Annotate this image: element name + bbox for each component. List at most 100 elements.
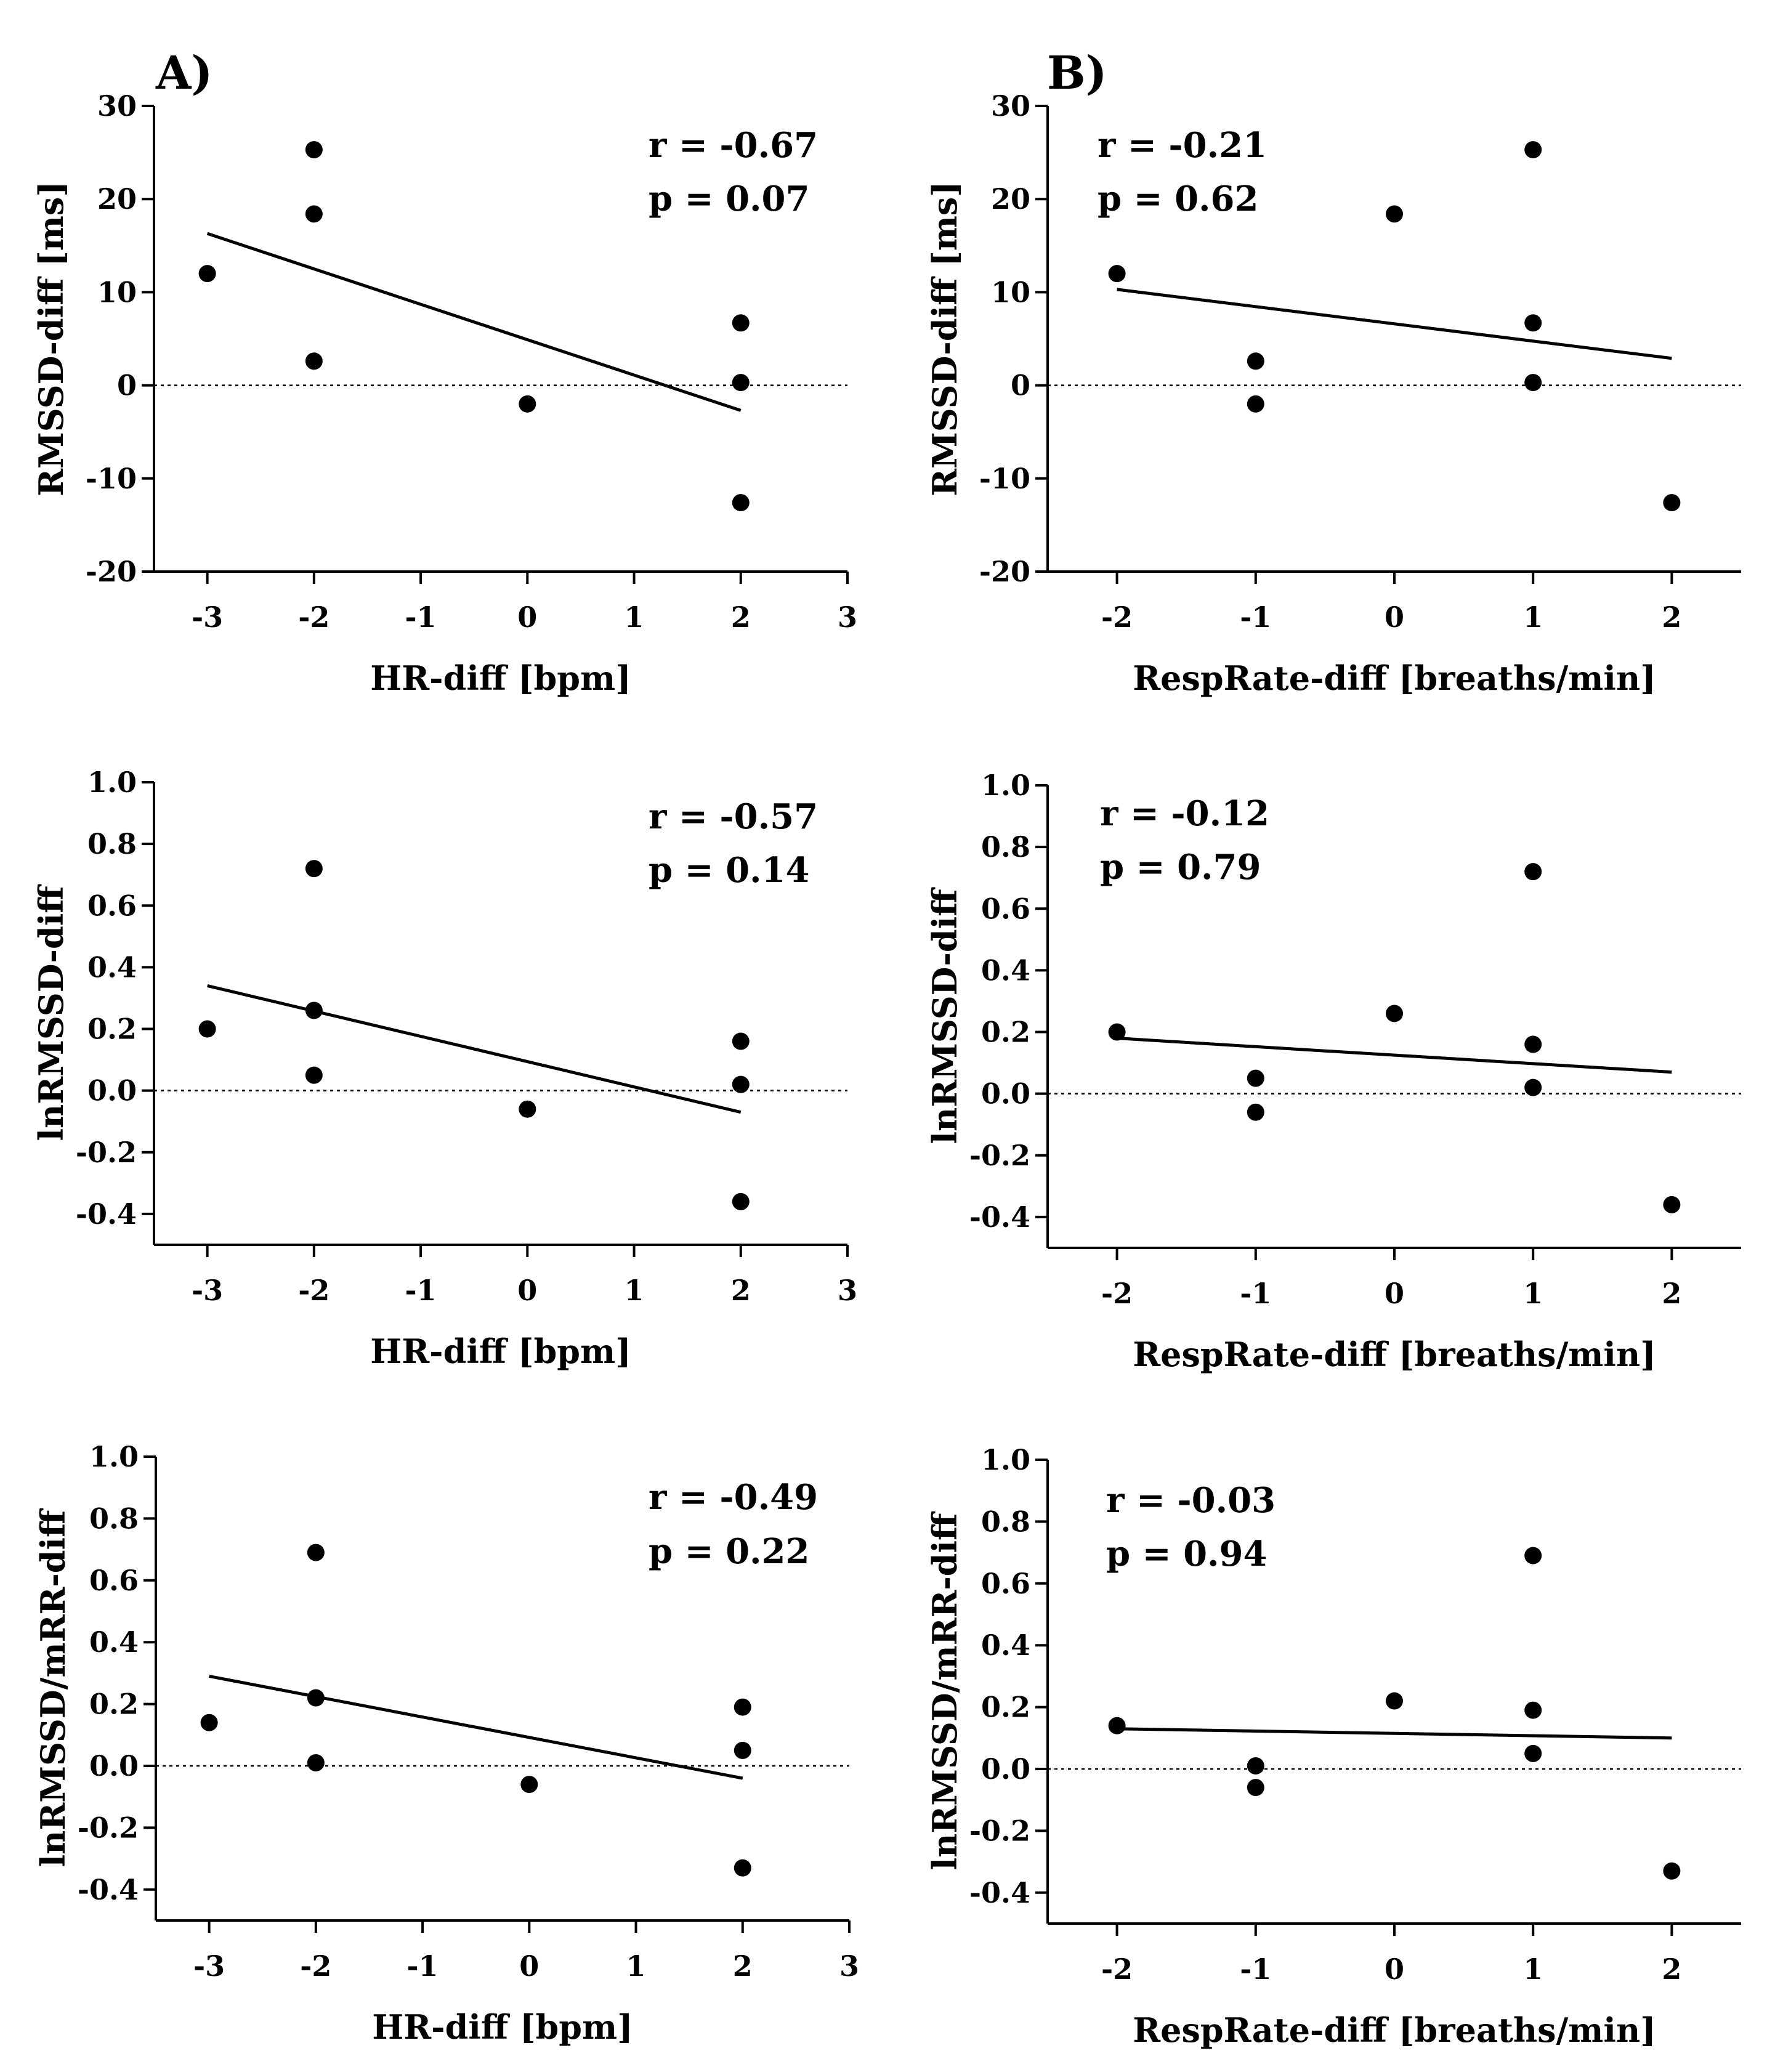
x-tick-label: 3 <box>838 1274 857 1307</box>
x-tick-label: -1 <box>405 601 437 634</box>
x-tick-label: -1 <box>405 1274 437 1307</box>
y-tick-label: 1.0 <box>87 766 137 799</box>
y-tick-label: 0.4 <box>981 1629 1030 1662</box>
x-tick-label: 0 <box>517 601 537 634</box>
y-tick-label: 20 <box>97 182 137 216</box>
data-point <box>1108 265 1126 283</box>
x-axis-title: HR-diff [bpm] <box>370 1332 631 1371</box>
y-tick-label: -0.4 <box>76 1197 137 1231</box>
data-point <box>305 1066 323 1084</box>
x-tick-label: -3 <box>192 1274 223 1307</box>
y-tick-label: 10 <box>97 275 137 309</box>
y-tick-label: -0.4 <box>78 1873 139 1906</box>
y-tick-label: 0.8 <box>981 830 1030 864</box>
y-tick-label: 0.0 <box>981 1077 1030 1111</box>
x-tick-label: 2 <box>731 1274 751 1307</box>
chart-panel-a3: -0.4 -0.2 0.0 0.2 0.4 0.6 0.8 1.0 -3 -2 -1 0 1 2 3 HR-d… <box>33 1440 859 2047</box>
x-axis-title: RespRate-diff [breaths/min] <box>1133 658 1656 698</box>
data-point <box>1524 141 1542 159</box>
correlation-p-label: p = 0.79 <box>1100 847 1261 888</box>
data-point <box>1247 352 1264 370</box>
x-tick-label: -3 <box>193 1949 225 1983</box>
y-tick-label: 0.4 <box>981 953 1030 987</box>
data-point <box>1524 1547 1542 1564</box>
data-point <box>1663 1196 1681 1213</box>
y-tick-label: 0.2 <box>87 1013 137 1046</box>
y-axis-title: lnRMSSD/mRR-diff <box>925 1511 964 1870</box>
chart-panel-a2: -0.4 -0.2 0.0 0.2 0.4 0.6 0.8 1.0 -3 -2 -1 0 1 2 3 HR-d… <box>31 766 857 1371</box>
y-axis-title: RMSSD-diff [ms] <box>925 181 964 496</box>
data-point <box>1247 1103 1264 1121</box>
data-point <box>1524 314 1542 332</box>
y-tick-label: -0.2 <box>969 1814 1030 1847</box>
data-point <box>1247 1757 1264 1775</box>
y-tick-label: 0 <box>117 369 137 402</box>
regression-line <box>207 984 742 1114</box>
x-tick-label: 3 <box>839 1949 859 1983</box>
data-point <box>307 1544 325 1561</box>
data-point <box>1247 395 1264 413</box>
x-tick-label: -1 <box>1240 1953 1271 1986</box>
y-tick-label: -10 <box>86 462 137 495</box>
correlation-r-label: r = -0.21 <box>1098 125 1267 166</box>
y-tick-label: 0.0 <box>87 1074 137 1107</box>
y-tick-label: -10 <box>979 462 1030 495</box>
x-tick-label: 2 <box>733 1949 753 1983</box>
correlation-p-label: p = 0.22 <box>649 1531 809 1572</box>
y-tick-label: 20 <box>991 182 1030 216</box>
data-point <box>307 1754 325 1771</box>
x-tick-label: -2 <box>298 1274 330 1307</box>
data-point <box>1663 1862 1681 1880</box>
chart-panel-b3: -0.4 -0.2 0.0 0.2 0.4 0.6 0.8 1.0 -2 -1 0 1 2RespRat… <box>925 1443 1741 2050</box>
y-tick-label: 0.2 <box>89 1688 139 1721</box>
panel-letter-b: B) <box>1047 47 1107 100</box>
x-tick-label: 0 <box>1385 601 1404 634</box>
y-tick-label: -0.2 <box>76 1136 137 1169</box>
data-point <box>1524 1701 1542 1719</box>
y-axis-title: lnRMSSD-diff <box>31 884 71 1141</box>
x-tick-label: 1 <box>625 601 644 634</box>
correlation-r-label: r = -0.49 <box>649 1477 818 1518</box>
x-tick-label: -1 <box>1240 601 1271 634</box>
y-tick-label: 30 <box>991 89 1030 123</box>
x-tick-label: 2 <box>1662 1953 1681 1986</box>
y-tick-label: 0.6 <box>89 1564 139 1597</box>
data-point <box>1108 1023 1126 1041</box>
data-point <box>200 1714 218 1731</box>
y-axis-title: lnRMSSD-diff <box>925 887 964 1144</box>
x-tick-label: 1 <box>1523 1953 1543 1986</box>
data-point <box>1524 374 1542 392</box>
y-tick-label: 1.0 <box>981 769 1030 802</box>
y-tick-label: -0.2 <box>969 1139 1030 1172</box>
x-tick-label: -1 <box>407 1949 439 1983</box>
x-tick-label: 1 <box>625 1274 644 1307</box>
data-point <box>1386 205 1403 223</box>
regression-line <box>1117 288 1672 360</box>
x-tick-label: -2 <box>298 601 330 634</box>
data-point <box>1524 863 1542 881</box>
data-point <box>732 1075 750 1093</box>
data-point <box>1247 1779 1264 1797</box>
correlation-r-label: r = -0.57 <box>649 796 818 837</box>
y-tick-label: 0.8 <box>981 1505 1030 1538</box>
x-tick-label: -2 <box>1101 601 1133 634</box>
data-point <box>519 395 536 413</box>
x-tick-label: -2 <box>300 1949 331 1983</box>
data-point <box>734 1698 751 1716</box>
chart-panel-b2: -0.4 -0.2 0.0 0.2 0.4 0.6 0.8 1.0 -2 -1 0 1 2RespRat… <box>925 769 1741 1374</box>
data-point <box>732 1032 750 1050</box>
data-point <box>198 1020 216 1038</box>
data-point <box>1663 494 1681 512</box>
correlation-p-label: p = 0.14 <box>649 850 809 891</box>
panel-letter-a: A) <box>155 47 212 100</box>
correlation-r-label: r = -0.67 <box>649 125 818 166</box>
data-point <box>732 494 750 512</box>
x-axis-title: HR-diff [bpm] <box>372 2007 633 2047</box>
x-tick-label: -2 <box>1101 1953 1133 1986</box>
x-tick-label: 2 <box>1662 601 1681 634</box>
x-tick-label: -2 <box>1101 1277 1133 1310</box>
data-point <box>732 374 750 392</box>
